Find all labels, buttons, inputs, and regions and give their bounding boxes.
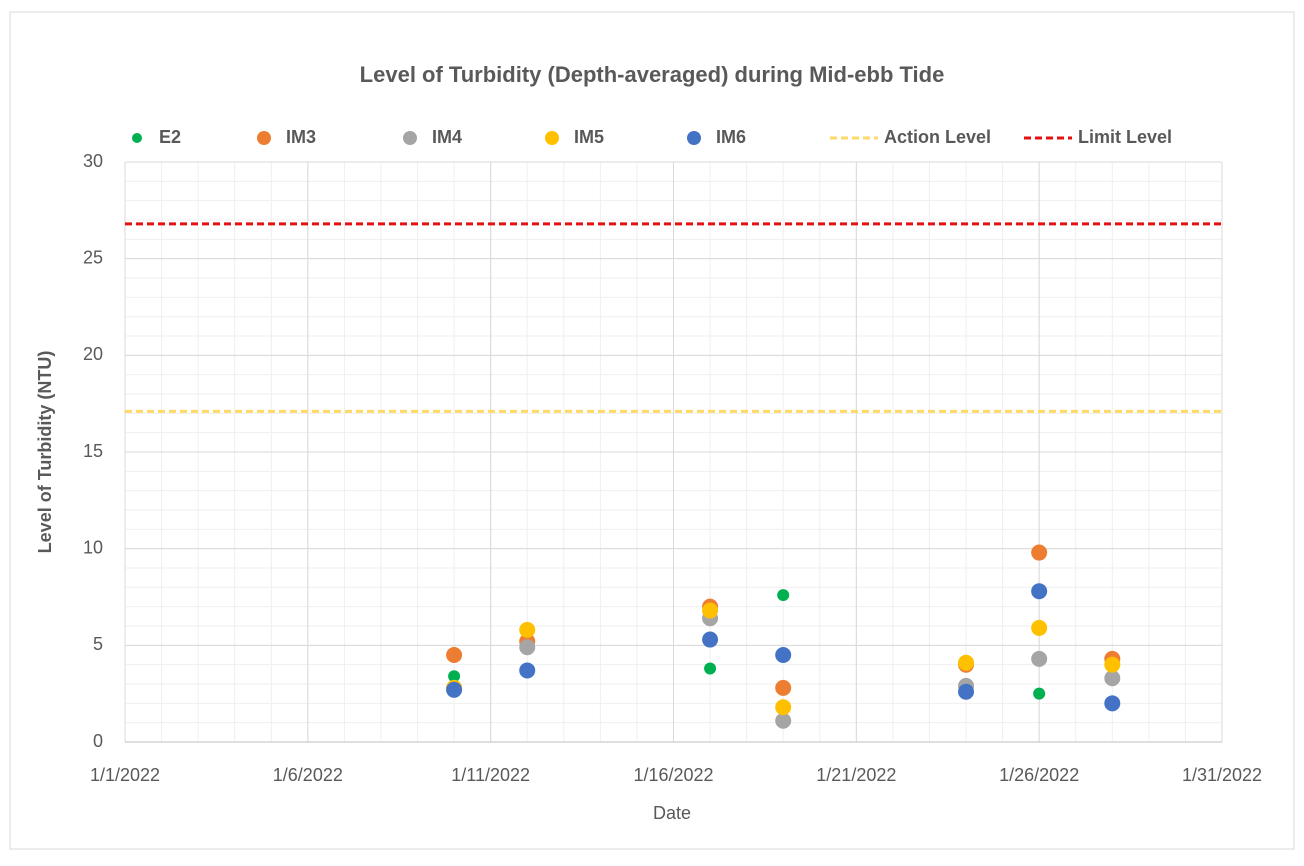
x-tick-label: 1/6/2022: [273, 765, 343, 785]
data-point: [777, 589, 790, 602]
data-point: [1104, 670, 1121, 687]
data-point: [448, 670, 461, 683]
legend-marker: [132, 133, 142, 143]
legend-marker: [545, 131, 559, 145]
data-point: [958, 683, 975, 700]
x-tick-label: 1/16/2022: [633, 765, 713, 785]
legend-label: IM4: [432, 127, 462, 147]
legend-label: Limit Level: [1078, 127, 1172, 147]
x-tick-label: 1/11/2022: [451, 765, 530, 785]
y-tick-label: 15: [83, 441, 103, 461]
x-axis-label: Date: [653, 803, 691, 823]
chart-border: [9, 11, 1295, 850]
legend-label: E2: [159, 127, 181, 147]
data-point: [1031, 650, 1048, 667]
data-point: [1104, 695, 1121, 712]
data-point: [775, 679, 792, 696]
data-point: [1104, 656, 1121, 673]
x-tick-label: 1/1/2022: [90, 765, 160, 785]
data-point: [1031, 544, 1048, 561]
legend-label: IM5: [574, 127, 604, 147]
data-point: [704, 662, 717, 675]
y-tick-label: 10: [83, 537, 103, 557]
y-tick-label: 20: [83, 344, 103, 364]
x-tick-label: 1/21/2022: [816, 765, 896, 785]
y-tick-label: 25: [83, 247, 103, 267]
data-point: [702, 631, 719, 648]
y-tick-label: 0: [93, 731, 103, 751]
data-point: [519, 639, 536, 656]
data-point: [702, 602, 719, 619]
data-point: [1031, 619, 1048, 636]
legend-marker: [403, 131, 417, 145]
data-point: [958, 654, 975, 671]
x-tick-label: 1/31/2022: [1182, 765, 1262, 785]
legend-label: IM6: [716, 127, 746, 147]
y-tick-label: 30: [83, 151, 103, 171]
data-point: [446, 647, 463, 663]
data-point: [446, 681, 463, 698]
y-axis-label: Level of Turbidity (NTU): [35, 351, 55, 554]
legend-marker: [257, 131, 271, 145]
data-point: [775, 647, 792, 663]
legend-label: IM3: [286, 127, 316, 147]
data-point: [775, 712, 792, 729]
y-tick-label: 5: [93, 634, 103, 654]
data-point: [775, 699, 792, 716]
legend-marker: [687, 131, 701, 145]
data-point: [1033, 687, 1046, 700]
legend-label: Action Level: [884, 127, 991, 147]
data-point: [1031, 583, 1048, 600]
data-point: [519, 662, 536, 679]
chart-title: Level of Turbidity (Depth-averaged) duri…: [360, 62, 945, 87]
x-tick-label: 1/26/2022: [999, 765, 1079, 785]
data-point: [519, 621, 536, 638]
